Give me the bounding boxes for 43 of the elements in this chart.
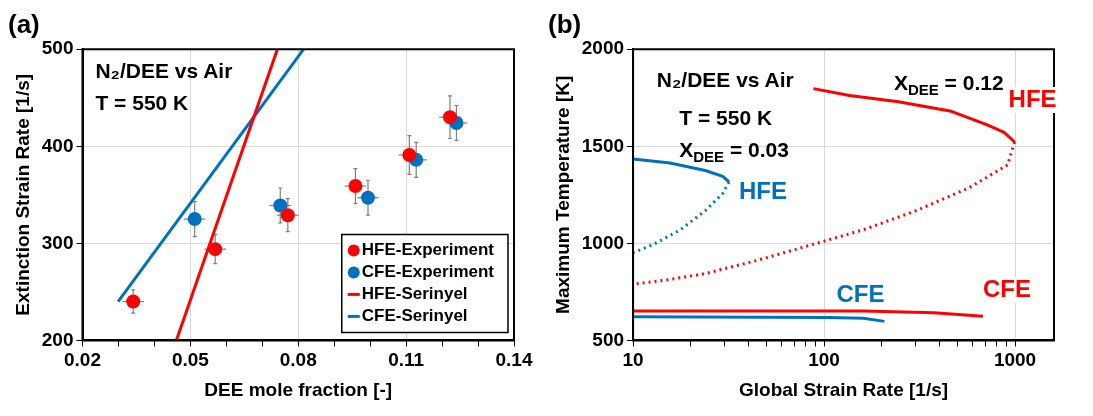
chart-title: (b) — [548, 8, 582, 39]
point — [402, 148, 417, 162]
x-tick-label: 0.02 — [64, 349, 101, 371]
legend-label: CFE-Serinyel — [361, 306, 468, 326]
y-axis-title: Extinction Strain Rate [1/s] — [11, 73, 33, 316]
y-tick-label: 400 — [41, 134, 74, 156]
x-tick-label: 10 — [622, 349, 644, 371]
y-tick-label: 1000 — [581, 231, 625, 253]
x-tick-label: 0.05 — [171, 349, 210, 371]
y-tick-label: 200 — [41, 328, 74, 350]
annotation: T = 550 K — [95, 91, 189, 115]
point — [273, 198, 288, 213]
series-label: HFE — [1008, 84, 1057, 112]
point — [280, 208, 295, 223]
x-tick-label: 0.08 — [279, 349, 317, 371]
point — [361, 190, 376, 205]
x-tick-label: 0.14 — [495, 349, 533, 371]
x-tick-label: 100 — [808, 349, 840, 371]
x-axis-title: Global Strain Rate [1/s] — [739, 378, 949, 400]
annotation: N₂/DEE vs Air — [95, 59, 233, 83]
point — [208, 242, 223, 257]
x-tick-label: 0.11 — [388, 349, 425, 371]
y-tick-label: 2000 — [581, 37, 625, 59]
legend-label: HFE-Experiment — [361, 240, 495, 260]
x-tick-label: 1000 — [993, 349, 1037, 371]
series-label: CFE — [982, 274, 1031, 302]
chart-title: (a) — [8, 8, 40, 39]
point — [187, 212, 202, 227]
y-tick-label: 500 — [592, 328, 625, 350]
legend-label: CFE-Experiment — [361, 262, 495, 282]
annotation: N₂/DEE vs Air — [656, 68, 794, 92]
series-label: HFE — [739, 176, 788, 204]
annotation: T = 550 K — [679, 105, 773, 129]
series-label: CFE — [836, 280, 885, 307]
point — [126, 294, 141, 309]
y-tick-label: 300 — [41, 231, 74, 253]
point — [442, 110, 457, 125]
y-tick-label: 500 — [41, 37, 74, 59]
y-axis-title: Maximum Temperature [K] — [551, 75, 573, 314]
legend-label: HFE-Serinyel — [361, 284, 468, 304]
x-axis-title: DEE mole fraction [-] — [204, 378, 393, 400]
y-tick-label: 1500 — [581, 134, 625, 156]
point — [348, 179, 363, 194]
